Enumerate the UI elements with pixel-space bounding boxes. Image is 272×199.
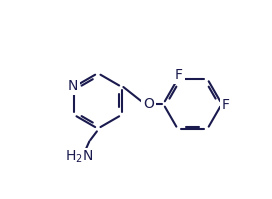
Text: O: O xyxy=(143,97,154,111)
Text: N: N xyxy=(68,79,78,93)
Text: H$_2$N: H$_2$N xyxy=(65,149,93,165)
Text: F: F xyxy=(175,68,183,82)
Text: F: F xyxy=(222,99,230,112)
